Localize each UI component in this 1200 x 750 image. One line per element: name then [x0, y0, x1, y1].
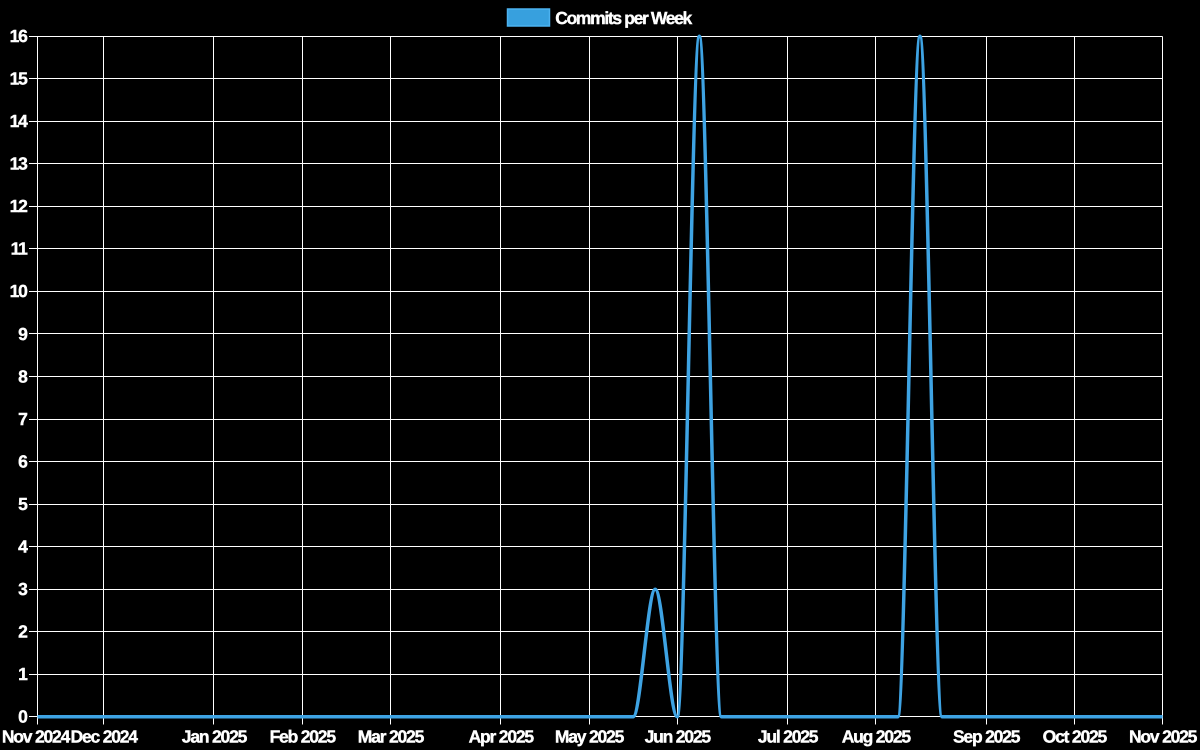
svg-text:13: 13	[10, 154, 29, 174]
svg-text:3: 3	[18, 579, 28, 599]
svg-text:1: 1	[18, 664, 28, 684]
svg-text:Apr 2025: Apr 2025	[469, 727, 535, 747]
svg-text:Nov 2025: Nov 2025	[1129, 727, 1198, 747]
svg-text:Jul 2025: Jul 2025	[758, 727, 819, 747]
svg-text:Nov 2024: Nov 2024	[2, 727, 71, 747]
svg-text:4: 4	[18, 536, 28, 556]
svg-text:Jun 2025: Jun 2025	[645, 727, 712, 747]
svg-text:0: 0	[18, 707, 28, 727]
svg-text:14: 14	[10, 111, 29, 131]
svg-text:9: 9	[18, 324, 28, 344]
svg-text:Mar 2025: Mar 2025	[358, 727, 425, 747]
svg-text:Sep 2025: Sep 2025	[953, 727, 1021, 747]
svg-text:16: 16	[10, 26, 29, 46]
svg-text:Aug 2025: Aug 2025	[842, 727, 912, 747]
svg-text:10: 10	[10, 281, 29, 301]
svg-text:Commits per Week: Commits per Week	[555, 8, 692, 28]
svg-text:Oct 2025: Oct 2025	[1043, 727, 1108, 747]
svg-text:Jan 2025: Jan 2025	[182, 727, 248, 747]
svg-text:2: 2	[18, 622, 28, 642]
svg-text:12: 12	[10, 196, 29, 216]
svg-text:8: 8	[18, 366, 28, 386]
svg-text:May 2025: May 2025	[555, 727, 625, 747]
svg-text:Feb 2025: Feb 2025	[270, 727, 337, 747]
svg-text:Dec 2024: Dec 2024	[71, 727, 139, 747]
svg-text:7: 7	[18, 409, 27, 429]
svg-text:15: 15	[10, 69, 29, 89]
svg-text:5: 5	[18, 494, 28, 514]
svg-text:6: 6	[18, 451, 28, 471]
svg-text:11: 11	[11, 239, 29, 259]
